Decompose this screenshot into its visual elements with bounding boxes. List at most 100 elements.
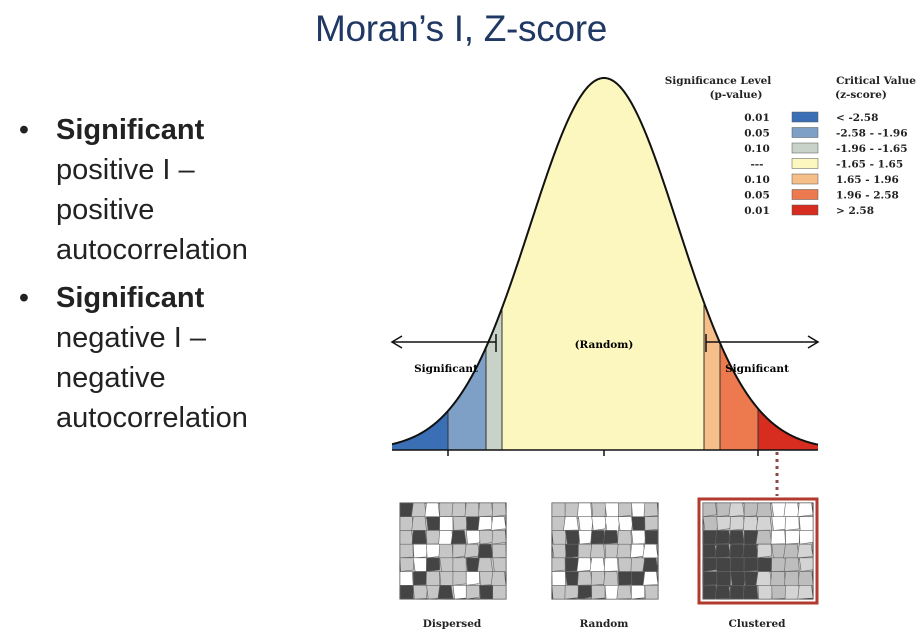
map-polygon <box>631 584 646 600</box>
legend-p-value: --- <box>750 159 763 171</box>
map-polygon <box>716 571 731 588</box>
map-polygon <box>426 516 442 531</box>
map-polygon <box>577 502 593 518</box>
significant-right-label: Significant <box>725 363 789 375</box>
map-polygon <box>439 516 454 531</box>
map-polygon <box>578 516 594 532</box>
map-polygon <box>426 530 441 545</box>
map-polygon <box>743 557 759 572</box>
map-polygon <box>399 584 414 600</box>
map-polygon <box>439 502 454 518</box>
map-polygon <box>479 530 494 545</box>
map-polygon <box>784 516 800 531</box>
map-polygon <box>590 571 606 586</box>
map-polygon <box>603 530 619 545</box>
map-polygon <box>564 530 581 546</box>
legend-header-z-sub: (z-score) <box>835 89 887 101</box>
curve-layer <box>391 76 819 456</box>
map-polygon <box>644 584 659 600</box>
map-polygon <box>730 571 747 587</box>
map-polygon <box>412 571 427 586</box>
map-polygon <box>591 584 606 600</box>
map-polygon <box>631 502 647 519</box>
map-polygon <box>771 584 787 600</box>
map-polygon <box>452 516 468 531</box>
bullet-line: positive I – <box>56 154 195 186</box>
bullet-heading: Significant <box>56 282 205 314</box>
map-polygon <box>424 502 441 519</box>
map-polygon <box>603 571 619 588</box>
map-polygon <box>742 516 759 532</box>
bullet-heading: Significant <box>56 114 205 146</box>
map-polygon <box>591 502 607 518</box>
map-polygon <box>551 530 567 547</box>
legend-p-value: 0.10 <box>744 143 770 155</box>
legend-z-range: > 2.58 <box>836 205 874 217</box>
legend-swatch <box>791 173 819 185</box>
map-polygon <box>438 530 454 546</box>
map-polygon <box>771 557 786 572</box>
legend-swatch <box>791 142 819 154</box>
legend-z-range: 1.65 - 1.96 <box>836 174 899 186</box>
bullet-marker: • <box>18 282 30 314</box>
legend-swatch <box>791 158 819 169</box>
map-polygon <box>630 543 646 559</box>
map-polygon <box>729 543 745 560</box>
map-polygon <box>756 543 773 559</box>
map-polygon <box>642 571 659 586</box>
map-polygon <box>631 516 647 531</box>
map-polygon <box>783 502 800 518</box>
map-polygon <box>702 502 718 518</box>
region-neg-005 <box>448 347 486 450</box>
map-polygon <box>577 571 593 586</box>
map-polygon <box>716 557 731 573</box>
legend-swatch <box>791 127 819 138</box>
map-polygon <box>617 557 633 572</box>
map-polygon <box>702 584 718 600</box>
legend-header-p-sub: (p-value) <box>710 89 763 101</box>
map-polygon <box>642 557 659 573</box>
map-polygon <box>399 530 414 546</box>
map-polygon <box>464 502 480 518</box>
map-polygon <box>798 557 814 572</box>
page-title: Moran’s I, Z-score <box>314 8 608 49</box>
map-polygon <box>643 502 659 518</box>
map-polygon <box>452 543 467 559</box>
legend-z-range: -2.58 - -1.96 <box>836 128 908 140</box>
map-polygon <box>728 530 745 545</box>
map-polygon <box>412 543 428 559</box>
bullet-list: • Significant positive I – positive auto… <box>14 110 344 446</box>
curve-outline <box>391 76 819 446</box>
bullet-line: negative <box>56 362 166 394</box>
map-polygon <box>452 557 467 574</box>
map-polygon <box>785 530 800 545</box>
map-polygon <box>702 557 718 572</box>
clustered-highlight-frame <box>697 497 819 605</box>
legend-p-value: 0.05 <box>744 128 770 140</box>
legend-z-range: < -2.58 <box>836 112 878 124</box>
map-polygon <box>577 543 593 560</box>
map-polygon <box>604 502 621 519</box>
map-polygon <box>399 502 414 518</box>
map-polygon <box>730 557 745 572</box>
map-polygon <box>411 502 427 519</box>
bullet-item-negative: • Significant negative I – negative auto… <box>14 278 344 438</box>
map-polygon <box>714 530 731 545</box>
map-polygon <box>796 543 814 559</box>
map-polygon <box>755 530 773 545</box>
legend-swatch <box>791 204 819 216</box>
map-polygon <box>551 584 567 600</box>
map-polygon <box>590 530 606 545</box>
map-polygon <box>425 557 441 572</box>
map-polygon <box>411 530 427 545</box>
map-polygon <box>564 584 579 600</box>
map-polygon <box>714 543 731 559</box>
bullet-line: autocorrelation <box>56 234 248 266</box>
bullet-line: autocorrelation <box>56 402 248 434</box>
map-polygon <box>412 584 428 600</box>
map-polygon <box>464 543 480 559</box>
map-polygon <box>702 530 718 547</box>
legend-p-value: 0.10 <box>744 174 770 186</box>
map-polygon <box>452 571 467 586</box>
map-polygon <box>743 502 759 518</box>
